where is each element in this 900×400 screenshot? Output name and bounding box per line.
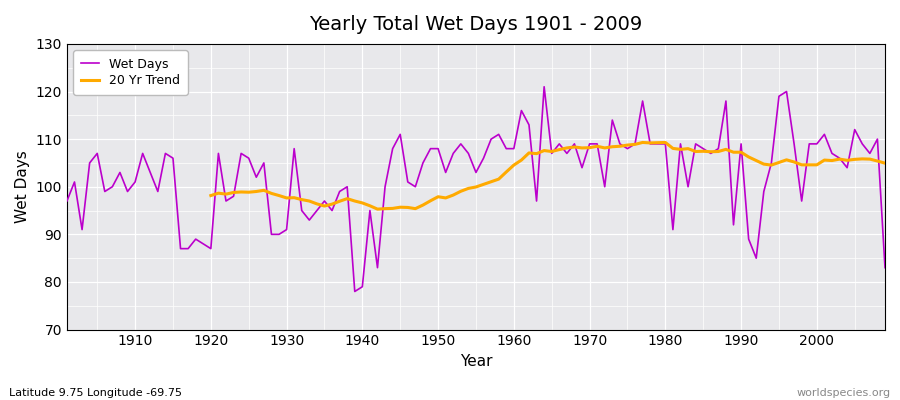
20 Yr Trend <box>781 158 792 162</box>
Wet Days <box>334 189 345 194</box>
20 Yr Trend <box>418 203 428 208</box>
Wet Days <box>61 199 72 204</box>
Wet Days <box>289 146 300 151</box>
Wet Days <box>122 189 133 194</box>
Y-axis label: Wet Days: Wet Days <box>15 150 30 223</box>
20 Yr Trend <box>796 162 807 167</box>
Wet Days <box>508 146 519 151</box>
X-axis label: Year: Year <box>460 354 492 369</box>
20 Yr Trend <box>205 193 216 198</box>
Text: worldspecies.org: worldspecies.org <box>796 388 891 398</box>
Wet Days <box>539 84 550 89</box>
Text: Latitude 9.75 Longitude -69.75: Latitude 9.75 Longitude -69.75 <box>9 388 182 398</box>
Line: Wet Days: Wet Days <box>67 87 885 292</box>
Wet Days <box>349 289 360 294</box>
Wet Days <box>615 142 626 146</box>
Wet Days <box>516 108 526 113</box>
Wet Days <box>879 265 890 270</box>
20 Yr Trend <box>637 140 648 145</box>
20 Yr Trend <box>690 149 701 154</box>
20 Yr Trend <box>372 207 382 212</box>
Title: Yearly Total Wet Days 1901 - 2009: Yearly Total Wet Days 1901 - 2009 <box>310 15 643 34</box>
Line: 20 Yr Trend: 20 Yr Trend <box>211 142 885 209</box>
20 Yr Trend <box>296 197 307 202</box>
20 Yr Trend <box>865 157 876 162</box>
20 Yr Trend <box>879 161 890 166</box>
Legend: Wet Days, 20 Yr Trend: Wet Days, 20 Yr Trend <box>73 50 188 95</box>
